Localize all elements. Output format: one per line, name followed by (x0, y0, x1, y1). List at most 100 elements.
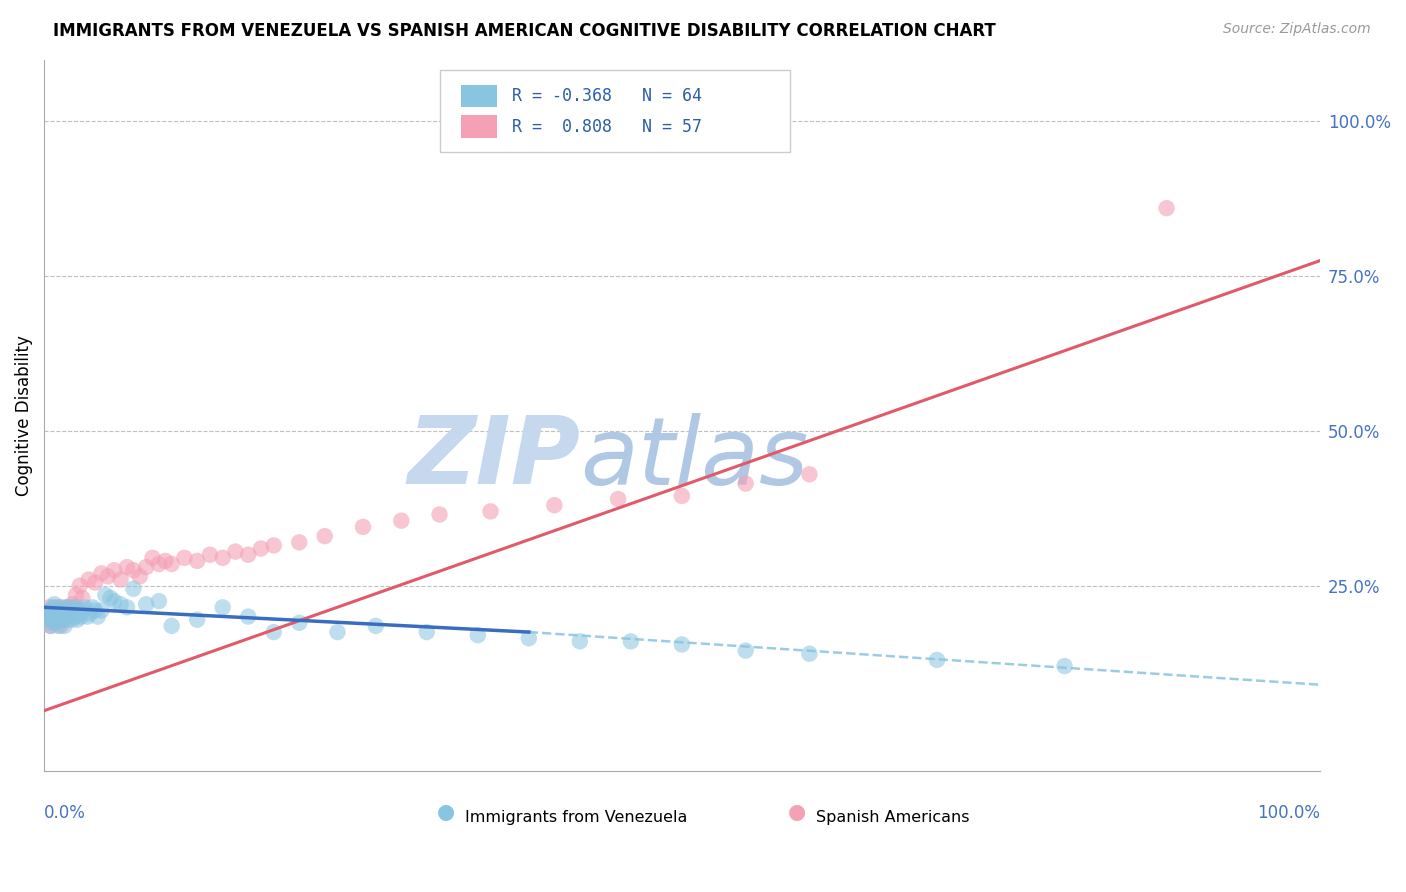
Y-axis label: Cognitive Disability: Cognitive Disability (15, 335, 32, 496)
Point (186, 554, 208, 568)
Point (799, 647, 821, 661)
Point (45, 603, 67, 617)
Point (211, 550, 233, 565)
Point (263, 625, 285, 640)
Point (52, 603, 75, 617)
Point (734, 476, 756, 491)
Point (160, 619, 183, 633)
Point (238, 548, 260, 562)
Text: atlas: atlas (579, 413, 808, 504)
Point (45, 607, 67, 621)
Point (55, 600, 77, 615)
Point (77, 573, 100, 587)
Point (198, 548, 221, 562)
Point (38, 600, 60, 615)
Point (122, 582, 145, 596)
Point (82, 600, 104, 615)
Point (620, 634, 643, 648)
Point (97, 569, 120, 583)
Point (41, 603, 63, 617)
Point (799, 467, 821, 482)
Point (84, 575, 107, 590)
Point (76, 609, 98, 624)
Point (135, 597, 157, 611)
Point (37, 613, 59, 627)
Point (1053, 659, 1076, 673)
Text: R = -0.368   N = 64: R = -0.368 N = 64 (512, 87, 702, 105)
Point (42, 600, 65, 615)
Point (70, 609, 93, 624)
Point (925, 653, 948, 667)
Point (39, 619, 62, 633)
Point (467, 628, 489, 642)
Point (51, 613, 73, 627)
Text: 100.0%: 100.0% (1257, 804, 1320, 822)
Point (160, 557, 183, 571)
FancyBboxPatch shape (440, 70, 790, 153)
Point (59, 600, 82, 615)
Point (148, 594, 170, 608)
Text: Source: ZipAtlas.com: Source: ZipAtlas.com (1223, 22, 1371, 37)
Point (288, 615, 311, 630)
Point (72, 591, 94, 605)
Point (263, 538, 285, 552)
Point (45, 613, 67, 627)
Point (44, 607, 66, 621)
Point (141, 550, 163, 565)
Point (128, 569, 150, 583)
Point (44, 615, 66, 630)
Point (58, 607, 80, 621)
Point (56, 609, 79, 624)
Point (39, 619, 62, 633)
Point (1156, 201, 1178, 215)
Point (49, 619, 72, 633)
Point (734, 643, 756, 657)
Point (49, 600, 72, 615)
Point (86, 609, 108, 624)
Point (352, 520, 374, 534)
Point (671, 489, 693, 503)
Point (103, 594, 125, 608)
Point (100, 591, 122, 605)
Point (671, 637, 693, 651)
Point (60, 613, 83, 627)
Point (90, 603, 112, 617)
Point (53, 603, 76, 617)
Point (52, 613, 75, 627)
Point (59, 600, 82, 615)
Point (63, 609, 86, 624)
Point (238, 609, 260, 624)
Bar (461, 115, 496, 138)
Point (479, 504, 502, 518)
Point (69, 607, 91, 621)
Point (66, 613, 89, 627)
Point (45, 600, 67, 615)
Point (94, 588, 117, 602)
Text: ●: ● (437, 802, 456, 822)
Point (65, 600, 87, 615)
Point (48, 600, 70, 615)
Point (69, 579, 91, 593)
Point (46, 609, 69, 624)
Point (72, 603, 94, 617)
Point (211, 600, 233, 615)
Point (568, 634, 591, 648)
Point (110, 573, 132, 587)
Point (135, 560, 157, 574)
Point (90, 566, 112, 581)
Point (55, 609, 77, 624)
Point (103, 563, 125, 577)
Point (79, 607, 101, 621)
Point (84, 603, 107, 617)
Point (314, 529, 336, 543)
Text: ●: ● (787, 802, 806, 822)
Text: 0.0%: 0.0% (44, 804, 86, 822)
Point (607, 491, 630, 506)
Point (45, 615, 67, 630)
Point (35, 609, 58, 624)
Point (73, 600, 96, 615)
Point (543, 498, 565, 512)
Text: Immigrants from Venezuela: Immigrants from Venezuela (465, 810, 688, 825)
Point (326, 625, 349, 640)
Point (429, 508, 451, 522)
